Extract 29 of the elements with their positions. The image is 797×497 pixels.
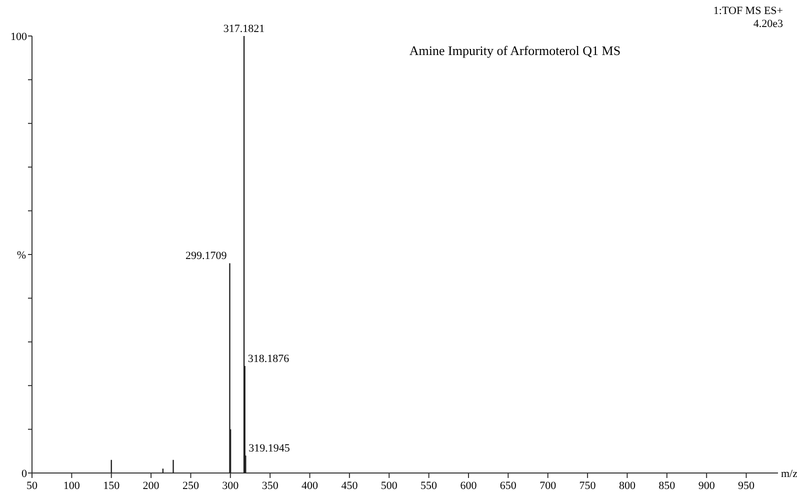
x-tick-label: 850 [658, 480, 676, 492]
y-tick-label: 0 [22, 468, 28, 480]
x-tick-label: 900 [698, 480, 716, 492]
annotation: 299.1709 [185, 250, 228, 262]
x-tick-label: 700 [540, 480, 557, 492]
x-tick-label: 500 [380, 480, 398, 492]
x-tick-label: 750 [579, 480, 596, 492]
x-tick-label: 200 [142, 480, 160, 492]
x-tick-label: 50 [26, 480, 38, 492]
annotation: 317.1821 [223, 23, 265, 35]
annotation: 318.1876 [248, 352, 290, 365]
x-axis-title: m/z [781, 468, 797, 480]
x-tick-label: 450 [341, 480, 358, 492]
x-tick-label: 150 [103, 480, 120, 492]
x-tick-label: 350 [262, 480, 279, 492]
x-tick-label: 950 [738, 480, 756, 492]
x-tick-label: 100 [63, 480, 80, 492]
text: 4.20e3 [753, 18, 784, 30]
x-tick-label: 300 [222, 480, 240, 492]
text: 1:TOF MS ES+ [713, 5, 783, 17]
x-tick-label: 650 [500, 480, 517, 492]
x-tick-label: 600 [460, 480, 478, 492]
x-tick-label: 550 [420, 480, 438, 492]
y-axis-title: % [16, 250, 26, 262]
x-tick-label: 800 [618, 480, 636, 492]
x-tick-label: 250 [182, 480, 200, 492]
x-tick-label: 400 [302, 480, 319, 492]
annotation: 319.1945 [248, 442, 290, 455]
text: Amine Impurity of Arformoterol Q1 MS [409, 43, 621, 58]
